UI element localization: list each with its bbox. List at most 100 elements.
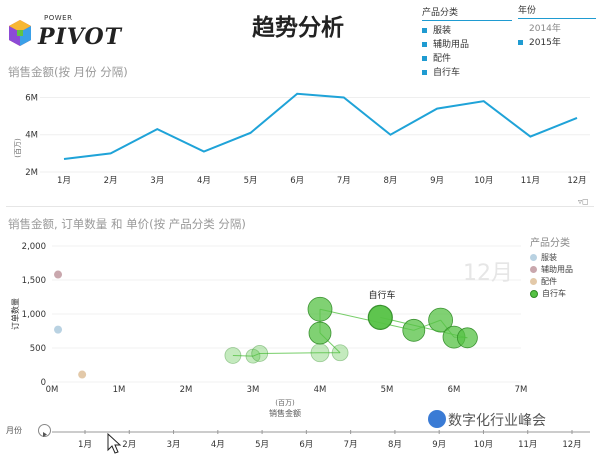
play-axis-track[interactable]: 1月 2月 3月 4月 5月 6月 7月 8月 9月 10月 11月 12月 — [0, 430, 600, 456]
slicer-item-label: 2014年 — [529, 24, 561, 34]
slicer-item-bikes[interactable]: 自行车 — [422, 66, 512, 80]
legend-dot-icon — [530, 278, 537, 285]
legend-dot-icon — [530, 266, 537, 273]
page-title: 趋势分析 — [252, 15, 344, 41]
x-tick-label: 4M — [314, 385, 327, 395]
line-chart: 2M 4M 6M (百万) 1月 2月 3月 4月 5月 6月 7月 8月 9月 10月 11月 12月 — [14, 92, 590, 186]
cursor-icon — [107, 432, 122, 454]
legend-dot-icon — [530, 289, 538, 298]
slicer-checkbox-icon — [422, 56, 427, 61]
bubble-parts[interactable] — [78, 370, 87, 379]
play-axis-month[interactable]: 6月 — [299, 440, 313, 450]
play-axis-month[interactable]: 8月 — [388, 440, 402, 450]
slicer-item-label: 服装 — [433, 26, 452, 36]
slicer-item-label: 自行车 — [433, 68, 461, 78]
x-tick-label: 0M — [46, 385, 59, 395]
play-axis-month[interactable]: 3月 — [167, 440, 181, 450]
bubble-chart-title: 销售金额, 订单数量 和 单价(按 产品分类 分隔) — [8, 217, 246, 231]
bubble-bikes[interactable] — [310, 343, 330, 363]
legend-label: 自行车 — [542, 289, 566, 298]
bubble-bikes[interactable] — [402, 318, 426, 342]
slicer-item-parts[interactable]: 配件 — [422, 52, 512, 66]
bubble-chart: 0 500 1,000 1,500 2,000 0M 1M 2M 3M 4M 5M 6M 7M 订单数… — [10, 242, 528, 418]
bubble-chart-x-label: 销售金额 — [269, 408, 301, 418]
play-axis-month[interactable]: 11月 — [518, 440, 537, 450]
x-tick-label: 5M — [381, 385, 394, 395]
x-tick-label: 1月 — [57, 176, 71, 186]
legend-title: 产品分类 — [530, 238, 570, 249]
filter-icon[interactable]: ▿◻ — [578, 197, 589, 206]
play-axis-month[interactable]: 4月 — [211, 440, 225, 450]
slicer-item-label: 配件 — [433, 54, 452, 64]
bubble-trail-segment — [252, 352, 260, 357]
play-axis-month[interactable]: 12月 — [562, 440, 581, 450]
watermark-text: 数字化行业峰会 — [448, 413, 546, 429]
sales-trend-line — [63, 92, 578, 160]
category-slicer: 产品分类 服装 辅助用品 配件 自行车 — [422, 5, 512, 80]
x-tick-label: 7M — [515, 385, 528, 395]
play-axis-month[interactable]: 9月 — [432, 440, 446, 450]
wechat-logo-icon — [428, 410, 446, 428]
legend-item-bikes[interactable]: 自行车 — [530, 288, 573, 300]
bubble-chart-legend: 产品分类 服装 辅助用品 配件 自行车 — [530, 234, 573, 300]
divider — [6, 206, 594, 207]
bubble-bikes[interactable] — [428, 307, 454, 333]
legend-item-clothing[interactable]: 服装 — [530, 252, 573, 264]
slicer-item-clothing[interactable]: 服装 — [422, 24, 512, 38]
play-button[interactable] — [38, 424, 51, 437]
slicer-checkbox-icon — [422, 28, 427, 33]
year-slicer-header: 年份 — [518, 3, 596, 19]
x-tick-label: 3M — [247, 385, 260, 395]
slicer-checkbox-icon — [422, 70, 427, 75]
x-tick-label: 6月 — [290, 176, 304, 186]
bubble-trail-segment — [259, 352, 321, 354]
bubble-bikes[interactable] — [367, 304, 393, 331]
bubble-bikes[interactable] — [308, 321, 332, 345]
logo-pivot-text: PIVOT — [38, 24, 123, 50]
x-tick-label: 12月 — [567, 176, 586, 186]
bubble-accessories[interactable] — [54, 270, 63, 279]
legend-dot-icon — [530, 254, 537, 261]
slicer-item-label: 2015年 — [529, 38, 561, 48]
bubble-bikes[interactable] — [456, 327, 478, 349]
bubble-clothing[interactable] — [54, 325, 63, 334]
x-tick-label: 4月 — [197, 176, 211, 186]
bubble-bikes[interactable] — [245, 348, 261, 364]
power-pivot-logo — [9, 20, 31, 46]
bubble-trail-segment — [232, 354, 254, 357]
x-tick-label: 6M — [448, 385, 461, 395]
y-tick-label: 6M — [25, 93, 38, 103]
year-slicer: 年份 2014年 2015年 — [518, 3, 596, 50]
bubble-bikes[interactable] — [331, 344, 349, 362]
slicer-item-accessories[interactable]: 辅助用品 — [422, 38, 512, 52]
slicer-item-2014[interactable]: 2014年 — [518, 22, 596, 36]
bubble-bikes[interactable] — [307, 296, 333, 322]
x-tick-label: 2月 — [104, 176, 118, 186]
play-axis-month[interactable]: 7月 — [344, 440, 358, 450]
x-tick-label: 8月 — [383, 176, 397, 186]
x-tick-label: 2M — [180, 385, 193, 395]
y-tick-label: 500 — [30, 344, 46, 354]
bubble-bikes[interactable] — [224, 347, 242, 364]
play-axis-month[interactable]: 5月 — [255, 440, 269, 450]
play-icon — [43, 432, 47, 437]
line-chart-y-unit: (百万) — [14, 138, 22, 158]
slicer-item-2015[interactable]: 2015年 — [518, 36, 596, 50]
play-axis-month[interactable]: 2月 — [122, 440, 136, 450]
line-chart-title: 销售金额(按 月份 分隔) — [8, 65, 128, 79]
bubble-chart-y-label: 订单数量 — [10, 298, 20, 330]
play-axis-month[interactable]: 10月 — [474, 440, 493, 450]
slicer-checkbox-icon — [518, 40, 523, 45]
bubble-chart-x-unit: (百万) — [275, 399, 295, 407]
y-tick-label: 4M — [25, 131, 38, 141]
y-tick-label: 2M — [25, 168, 38, 178]
legend-item-parts[interactable]: 配件 — [530, 276, 573, 288]
play-axis-month[interactable]: 1月 — [78, 440, 92, 450]
y-tick-label: 0 — [41, 378, 46, 388]
bubble-bikes[interactable] — [251, 345, 269, 362]
line-chart-gridlines — [40, 96, 590, 173]
legend-item-accessories[interactable]: 辅助用品 — [530, 264, 573, 276]
x-tick-label: 9月 — [430, 176, 444, 186]
x-tick-label: 1M — [113, 385, 126, 395]
slicer-checkbox-icon — [422, 42, 427, 47]
